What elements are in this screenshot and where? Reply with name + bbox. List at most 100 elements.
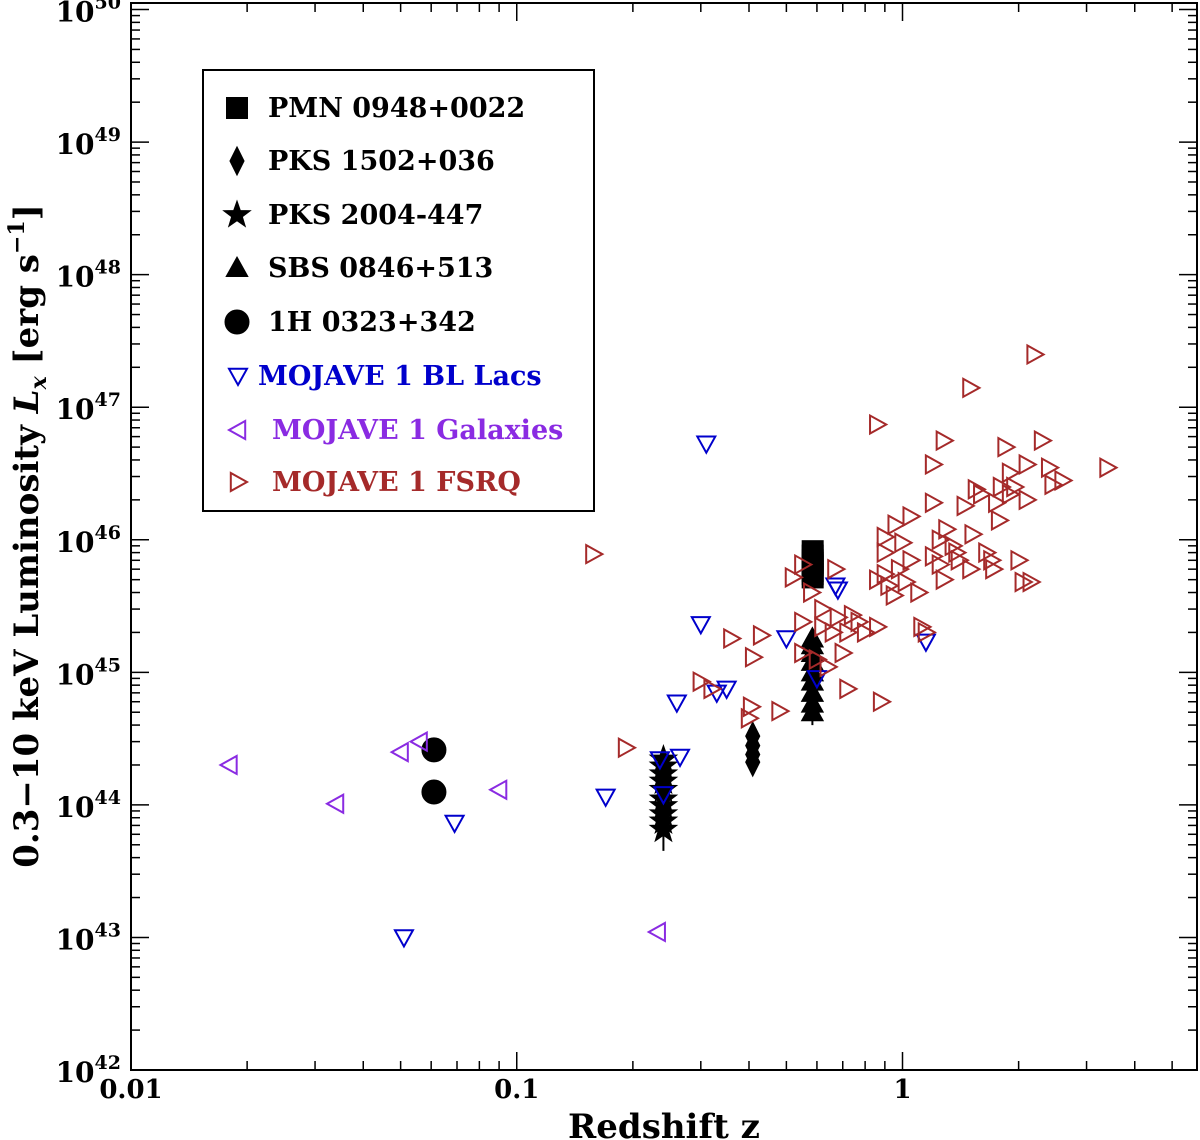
data-point [1018,453,1038,476]
data-point [983,549,1003,571]
legend-label: PMN 0948+0022 [268,93,525,124]
data-point [794,553,814,576]
legend-box [202,69,595,512]
data-point [843,604,864,626]
data-point [715,680,738,700]
data-point [803,581,823,604]
data-point [876,541,896,564]
data-point [913,616,933,638]
legend-marker [226,419,247,441]
data-point [935,568,955,591]
data-point [1022,571,1042,593]
data-point [824,621,844,644]
data-point [617,737,638,759]
data-point [648,743,679,773]
data-point [910,581,930,604]
series-diamond [745,720,761,778]
y-tick-label: 1047 [56,389,121,426]
axis-ticks: 0.01 0.1 1 1042 1043 1044 1045 1046 1047 1048 1049… [56,0,1197,1105]
data-point [745,720,761,752]
data-point [924,545,945,568]
y-tick-label: 1048 [56,257,121,294]
data-point [915,633,937,653]
data-point [740,707,761,729]
data-point [488,779,508,801]
legend-marker [225,255,249,277]
data-point [887,513,907,536]
data-point [1054,469,1074,492]
data-point [744,646,765,668]
data-point [869,616,889,638]
data-point [917,621,937,644]
data-point [1001,483,1022,506]
data-point [648,814,679,843]
data-point [988,492,1008,514]
data-point [834,642,854,664]
data-point [973,483,993,506]
x-tick-label: 0.01 [99,1075,162,1105]
data-point [1099,456,1119,479]
data-point [1006,476,1026,498]
data-point [784,566,805,589]
y-axis-label-subscript: x [26,375,52,390]
legend-marker [226,97,248,119]
series-triangle-up [800,626,825,726]
data-point [876,526,896,548]
data-point [800,691,825,713]
data-point [585,543,605,565]
data-point [648,774,679,803]
x-tick-label: 1 [893,1075,911,1105]
legend-marker [227,367,249,388]
data-point [962,377,982,399]
data-point [652,786,675,806]
data-point [690,616,712,636]
y-axis-label-units: [erg s [7,254,47,364]
y-tick-label: 1050 [56,0,121,29]
y-axis-label: 0.3−10 keV Luminosity Lx [erg s−1] [4,204,52,868]
data-point [931,529,951,551]
legend-label: PKS 2004-447 [268,200,483,231]
data-point [1001,462,1022,484]
data-point [1033,429,1054,452]
data-point [742,696,763,718]
data-point [806,670,828,690]
data-point [931,553,951,576]
data-point [692,670,712,693]
series-triangle-down [393,435,937,949]
legend-marker [229,471,250,493]
data-point [1044,474,1064,496]
data-point [421,779,447,805]
data-point [902,505,922,528]
data-point [829,606,849,629]
data-point [935,429,955,452]
data-point [950,549,970,571]
legend-marker [229,145,245,177]
y-axis-label-units-close: ] [7,204,47,220]
data-point [324,793,345,815]
data-point [218,754,238,776]
data-point [666,694,688,714]
data-point [964,523,984,545]
y-tick-label: 1049 [56,124,121,161]
y-tick-label: 1042 [56,1052,121,1089]
data-point [408,730,428,753]
legend-label: MOJAVE 1 BL Lacs [258,361,542,392]
data-point [695,435,717,455]
data-point [902,549,922,571]
data-point [944,535,964,557]
legend-label: SBS 0846+513 [268,253,493,284]
y-axis-label-units-exp: −1 [4,220,30,254]
data-point [897,571,917,593]
data-point [924,453,945,476]
series-triangle-left [218,730,666,943]
data-point [856,621,877,644]
data-point [997,436,1017,458]
data-point [794,611,814,633]
data-point [850,611,870,633]
y-tick-label: 1045 [56,654,121,691]
data-point [962,558,982,580]
legend-label: PKS 1502+036 [268,146,495,177]
y-axis-label-main: 0.3−10 keV Luminosity [7,424,47,868]
data-point [669,748,691,768]
